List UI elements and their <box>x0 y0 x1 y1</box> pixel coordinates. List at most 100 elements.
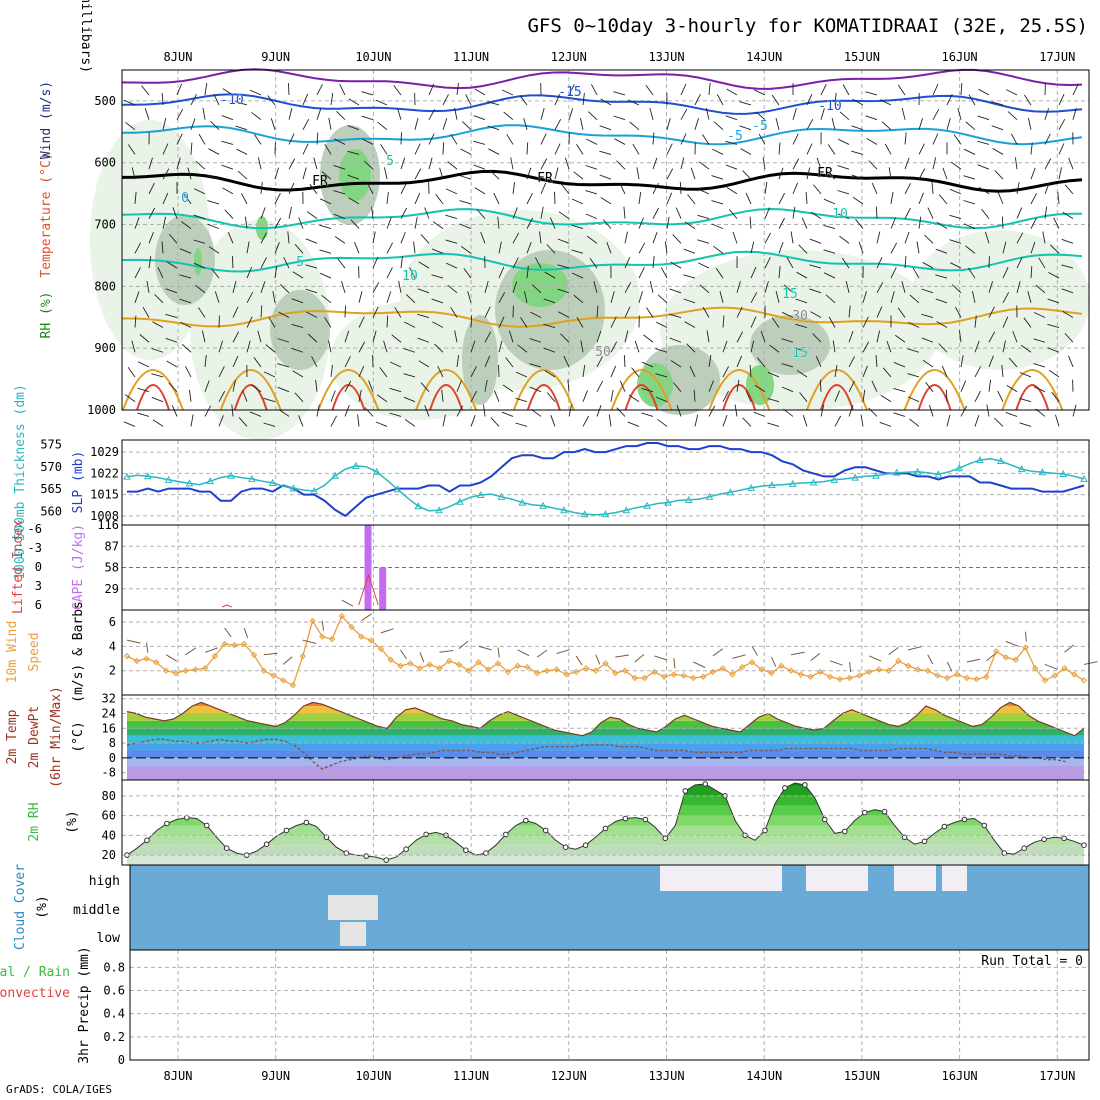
ua-wind-barb <box>652 231 658 244</box>
ua-wind-barb <box>819 379 822 392</box>
ua-wind-barb <box>890 267 897 279</box>
ua-wind-barb <box>263 422 276 427</box>
wind-barb <box>888 647 899 656</box>
ua-wind-barb <box>809 288 822 294</box>
ua-wind-barb <box>909 294 920 304</box>
ua-wind-barb <box>148 182 155 195</box>
ua-wind-barb <box>316 108 322 120</box>
thickness-point <box>1038 468 1047 476</box>
top-day-tick-16JUN: 16JUN <box>942 50 978 64</box>
slp-ytick-1008: 1008 <box>90 509 119 523</box>
wind-barb <box>771 656 777 667</box>
ua-wind-barb <box>790 231 794 244</box>
ua-wind-barb <box>823 198 836 205</box>
wind-barb <box>810 652 821 662</box>
rh-band-1 <box>127 845 1084 856</box>
ua-wind-barb <box>213 93 220 106</box>
thickness-point <box>809 478 818 486</box>
ua-wind-barb <box>151 396 164 403</box>
isotherm-FR <box>121 169 1083 193</box>
ua-wind-barb <box>257 330 262 343</box>
ua-wind-barb <box>968 94 976 106</box>
precip-legend-total: Total / Rain <box>0 965 70 980</box>
thickness-point <box>268 478 277 486</box>
ua-wind-barb <box>810 311 822 318</box>
ua-wind-barb <box>694 93 701 106</box>
ua-wind-barb <box>938 343 948 353</box>
ua-wind-barb <box>971 291 976 303</box>
ua-wind-barb <box>880 394 892 403</box>
ua-wind-barb <box>904 157 910 170</box>
ua-wind-barb <box>428 157 433 170</box>
ua-wind-barb <box>656 321 668 328</box>
ua-ytick-1000: 1000 <box>87 403 116 417</box>
wind-speed-point <box>787 667 795 674</box>
ua-wind-barb <box>260 207 266 219</box>
ua-wind-barb <box>568 404 572 417</box>
ua-wind-barb <box>305 288 318 294</box>
ua-wind-barb <box>535 257 542 269</box>
ua-wind-barb <box>949 239 962 244</box>
ua-wind-barb <box>858 241 864 254</box>
ua-wind-barb <box>895 334 906 343</box>
ua-wind-barb <box>953 134 962 145</box>
wind-speed-point <box>875 666 883 673</box>
ua-wind-barb <box>1014 157 1018 170</box>
ua-wind-barb <box>403 373 416 378</box>
ua-wind-barb <box>544 271 556 279</box>
wind-barb <box>419 652 425 663</box>
ua-wind-barb <box>600 98 612 106</box>
wind-speed-point <box>133 657 140 665</box>
ua-wind-barb <box>795 298 808 304</box>
ua-wind-barb <box>699 284 710 294</box>
ua-wind-barb <box>368 380 374 392</box>
wind-speed-point <box>1051 672 1058 679</box>
ua-wind-barb <box>302 167 307 180</box>
ua-wind-barb <box>683 274 696 279</box>
ua-wind-barb <box>702 134 710 145</box>
ua-wind-barb <box>526 142 529 155</box>
ua-wind-barb <box>951 284 962 294</box>
ua-wind-barb <box>270 118 276 130</box>
ua-wind-barb <box>809 264 822 269</box>
ua-wind-barb <box>251 111 262 121</box>
ua-wind-barb <box>852 98 864 106</box>
ua-wind-barb <box>1064 332 1074 343</box>
ua-wind-barb <box>380 144 388 155</box>
top-day-tick-14JUN: 14JUN <box>746 50 782 64</box>
ua-wind-barb <box>828 316 836 328</box>
ua-wind-barb <box>190 414 194 427</box>
rh-ytick-80: 80 <box>102 789 116 803</box>
ua-wind-barb <box>195 285 206 294</box>
wind-speed-point <box>240 640 248 648</box>
ua-wind-barb <box>246 340 251 353</box>
ua-wind-barb <box>643 334 654 343</box>
wind-speed-point <box>211 652 219 660</box>
ua-wind-barb <box>1061 238 1074 244</box>
ua-wind-barb <box>722 366 729 378</box>
ua-wind-barb <box>589 258 598 269</box>
ua-wind-barb <box>925 382 934 392</box>
ua-wind-barb <box>1061 264 1074 269</box>
ua-wind-barb <box>474 88 486 96</box>
ua-wind-barb <box>624 330 629 343</box>
wind-speed-point <box>963 674 971 682</box>
ua-wind-barb <box>127 366 136 378</box>
ua-wind-barb <box>711 223 724 230</box>
thickness-point <box>539 501 547 509</box>
thickness-point <box>372 467 381 475</box>
wind-speed-point <box>739 663 746 671</box>
ua-wind-barb <box>487 101 500 106</box>
ua-wind-barb <box>1001 216 1004 229</box>
ua-wind-barb <box>775 117 780 130</box>
ua-wind-barb <box>825 294 836 304</box>
ua-wind-barb <box>881 121 892 131</box>
rh-shade-14 <box>512 263 568 307</box>
ua-wind-barb <box>181 343 192 353</box>
ua-wind-barb <box>901 107 906 120</box>
ua-side-label: RH (%) Temperature (°C)Wind (m/s) <box>39 81 54 339</box>
ua-wind-barb <box>767 422 780 427</box>
wind-barb <box>908 646 922 651</box>
rh-point <box>822 816 828 823</box>
ua-wind-barb <box>512 232 520 244</box>
